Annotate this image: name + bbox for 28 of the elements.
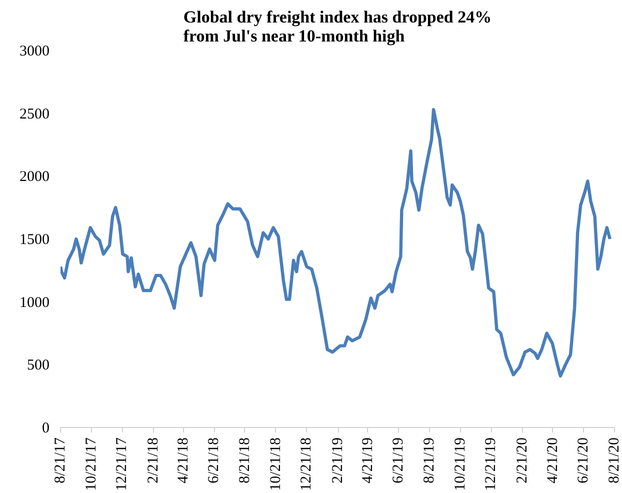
x-tick-label: 8/21/19 (421, 437, 438, 484)
x-tick-label: 10/21/17 (83, 437, 100, 491)
x-tick-label: 6/21/20 (576, 437, 592, 484)
x-tick-label: 12/21/17 (114, 437, 130, 491)
y-tick-label: 2500 (20, 106, 50, 122)
x-tick-label: 8/21/17 (52, 437, 68, 484)
x-tick-label: 12/21/19 (483, 437, 500, 491)
x-tick-label: 8/21/18 (237, 437, 253, 484)
x-tick-label: 6/21/18 (206, 437, 222, 484)
y-tick-label: 1500 (20, 232, 50, 248)
x-tick-label: 12/21/18 (298, 437, 315, 491)
y-tick-label: 3000 (20, 44, 50, 60)
y-tick-label: 0 (42, 420, 50, 436)
x-tick-label: 6/21/19 (390, 437, 407, 484)
x-tick-label: 2/21/20 (514, 437, 531, 484)
x-tick-label: 2/21/18 (146, 437, 162, 484)
line-series (60, 108, 612, 378)
x-tick-label: 4/21/20 (544, 437, 561, 484)
y-tick-label: 2000 (20, 169, 50, 186)
x-tick-label: 2/21/19 (330, 437, 346, 484)
x-tick-label: 4/21/18 (175, 437, 192, 484)
y-tick-label: 1000 (20, 294, 50, 311)
chart-title: Global dry freight index has dropped 24% from Jul's near 10-month high (183, 8, 492, 46)
x-tick-label: 4/21/19 (360, 437, 376, 484)
x-tick-label: 8/21/20 (606, 437, 622, 484)
y-tick-label: 500 (27, 358, 50, 374)
x-tick-label: 10/21/19 (452, 437, 468, 491)
x-tick-label: 10/21/18 (268, 437, 284, 491)
